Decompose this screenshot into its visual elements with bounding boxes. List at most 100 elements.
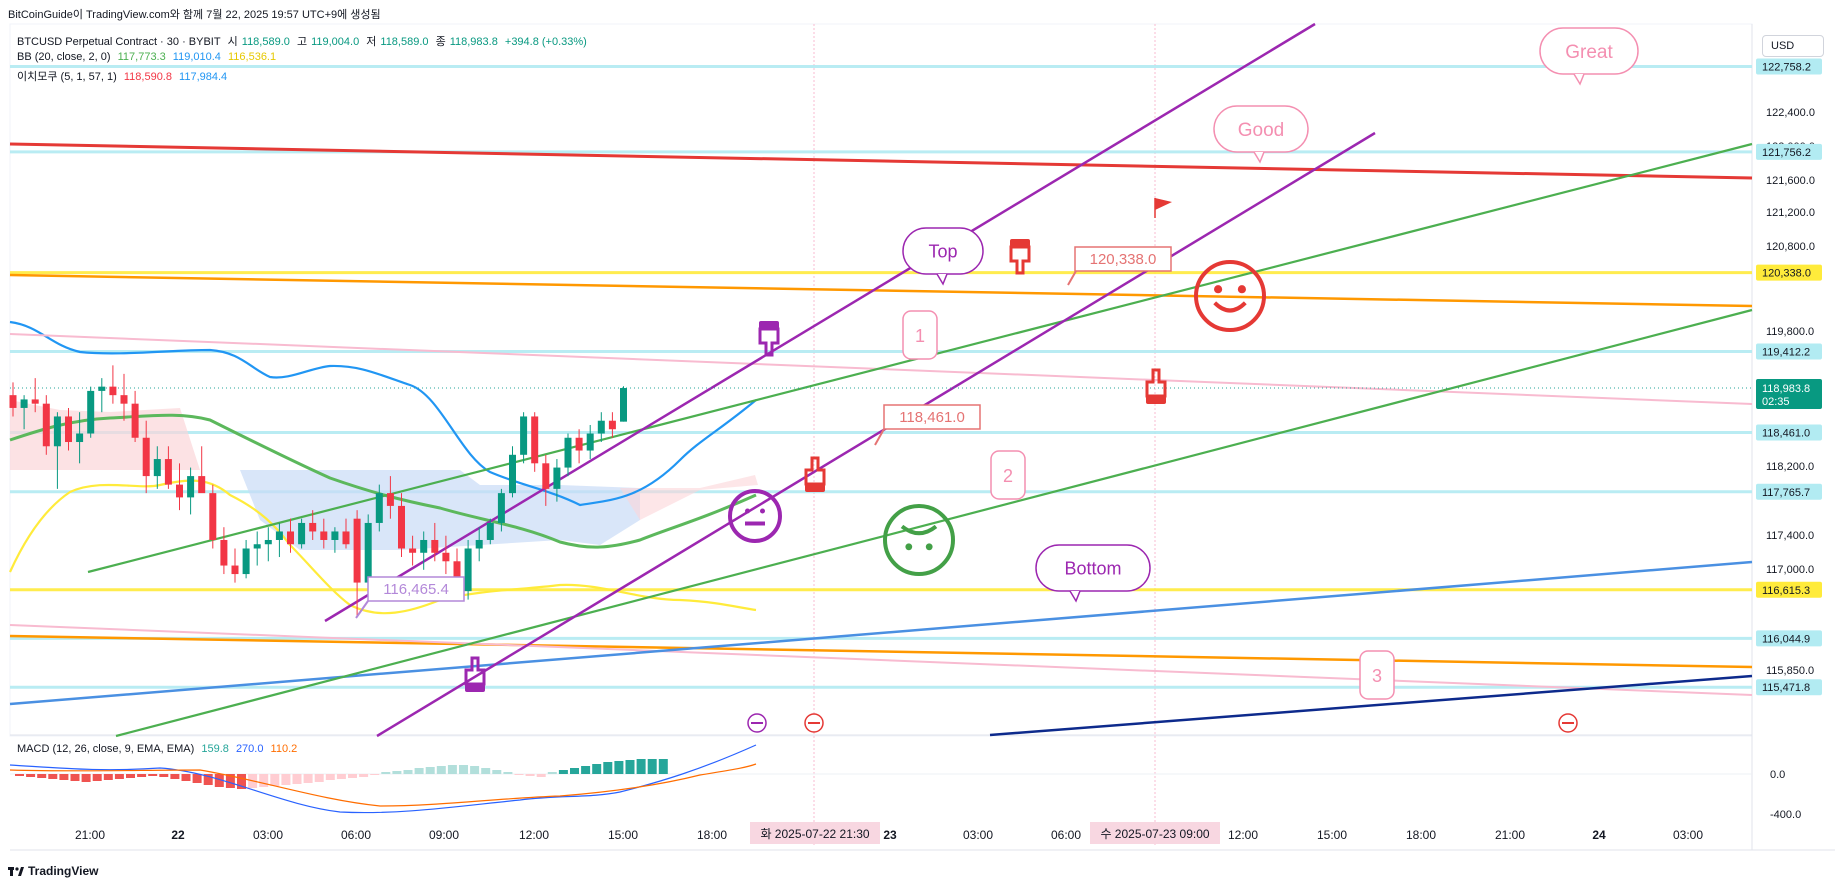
main-pane-frame [9, 23, 1753, 737]
cursor-date-label: 수 2025-07-23 09:00 [1100, 827, 1209, 841]
price-badge-label: 115,471.8 [1762, 682, 1810, 694]
candle-47 [531, 412, 539, 472]
candle-body [509, 454, 516, 494]
candle-body [176, 484, 183, 498]
price-tag-2: 118,461.0 [883, 404, 981, 430]
candle-49 [553, 459, 561, 502]
macd-hist-bar [37, 774, 47, 778]
macd-hist-bar [325, 774, 335, 780]
x-tick-label: 03:00 [1673, 828, 1703, 842]
close-label: 종 [435, 36, 446, 48]
ichimoku-span-a: 118,590.8 [123, 71, 172, 83]
x-tick-label: 21:00 [1495, 828, 1525, 842]
candle-33 [375, 484, 383, 532]
y-tick-label: 121,200.0 [1766, 207, 1815, 219]
symbol-name[interactable]: BTCUSD Perpetual Contract · 30 · BYBIT [17, 36, 221, 48]
candle-body [531, 416, 539, 464]
candle-41 [464, 539, 472, 600]
macd-hist-bar [192, 774, 202, 783]
great-label: Great [1565, 42, 1613, 63]
good-bubble: Good [1213, 105, 1309, 164]
happy-face-icon-eye-left [1214, 285, 1223, 294]
low-label: 저 [366, 36, 377, 48]
pointer-down-icon-2-finger [1009, 245, 1031, 275]
price-tag-3-label: 116,465.4 [383, 581, 449, 598]
candle-body [109, 386, 117, 396]
candle-17 [198, 446, 206, 494]
candle-28 [320, 518, 328, 549]
macd-hist-bar [470, 766, 480, 774]
price-badge-label: 119,412.2 [1762, 347, 1810, 359]
macd-hist-bar [225, 774, 235, 788]
candle-10 [120, 373, 128, 421]
candle-body [608, 420, 616, 430]
candle-14 [164, 446, 172, 489]
pink-lower-line [9, 624, 1753, 696]
macd-hist-bar [636, 759, 646, 774]
great-bubble: Great [1539, 27, 1639, 86]
candle-body [398, 505, 405, 549]
price-badge-4: 118,461.0 [1756, 424, 1822, 441]
candle-body [253, 544, 261, 549]
candle-35 [398, 493, 405, 558]
macd-hist-bar [481, 768, 491, 774]
x-tick-label: 03:00 [963, 828, 993, 842]
candle-body [87, 390, 95, 434]
price-badge-shape [1756, 143, 1822, 160]
last-price-badge: 118,983.802:35 [1756, 379, 1822, 410]
currency-selector[interactable]: USD [1762, 35, 1824, 57]
candle-body [486, 522, 494, 540]
price-badge-label: 120,338.0 [1762, 268, 1811, 280]
happy-face-icon-mouth [1213, 301, 1247, 313]
bb-label: BB (20, close, 2, 0) [17, 51, 111, 63]
macd-hist-bar [181, 774, 191, 781]
candle-body [331, 531, 339, 540]
candle-body [31, 399, 39, 404]
candle-body [120, 395, 128, 404]
tradingview-logo-icon [8, 867, 24, 876]
candle-body [342, 531, 350, 545]
price-badge-0: 122,758.2 [1756, 58, 1822, 75]
x-tick-label: 15:00 [1317, 828, 1347, 842]
us-flag-event-icon-2 [1558, 713, 1578, 733]
x-tick-label: 12:00 [1228, 828, 1258, 842]
candle-30 [342, 518, 350, 549]
orange-lower-line [9, 634, 1753, 669]
candle-body [464, 548, 472, 592]
macd-legend[interactable]: MACD (12, 26, close, 9, EMA, EMA) 159.8 … [17, 743, 301, 755]
x-tick-label: 21:00 [75, 828, 105, 842]
candle-26 [298, 518, 306, 549]
macd-hist-bar [503, 772, 513, 774]
bb-legend[interactable]: BB (20, close, 2, 0) 117,773.3 119,010.4… [17, 51, 280, 63]
good-bubble-tail [1253, 151, 1265, 164]
purple-channel-upper [324, 22, 1316, 623]
pointer-up-icon-3-cuff [465, 684, 485, 692]
candle-body [42, 403, 50, 447]
macd-hist-value: 159.8 [201, 743, 229, 755]
macd-hist-bar [81, 774, 91, 782]
price-badge-shape [1756, 264, 1822, 281]
price-badge-label: 116,615.3 [1762, 585, 1810, 597]
macd-hist-bar [558, 770, 568, 774]
cursor-date-badge-shape [1090, 822, 1220, 844]
candle-body [65, 416, 72, 443]
candle-44 [497, 488, 505, 532]
candle-55 [620, 386, 627, 422]
y-tick-label: 117,400.0 [1766, 530, 1814, 542]
ichimoku-label: 이치모쿠 (5, 1, 57, 1) [17, 71, 117, 83]
macd-hist-bar [15, 774, 24, 776]
candle-39 [442, 535, 450, 575]
ichimoku-legend[interactable]: 이치모쿠 (5, 1, 57, 1) 118,590.8 117,984.4 [17, 68, 231, 84]
last-price-label: 118,983.8 [1762, 383, 1810, 395]
price-badge-shape [1756, 679, 1822, 696]
good-label: Good [1238, 120, 1284, 141]
tradingview-brand: TradingView [28, 864, 99, 878]
macd-hist-bar [603, 762, 613, 774]
x-tick-label: 12:00 [519, 828, 549, 842]
candle-22 [253, 531, 261, 566]
marker-1-box-shape [902, 310, 938, 360]
sad-face-icon-outline [883, 504, 955, 576]
macd-hist-bar [525, 774, 535, 776]
